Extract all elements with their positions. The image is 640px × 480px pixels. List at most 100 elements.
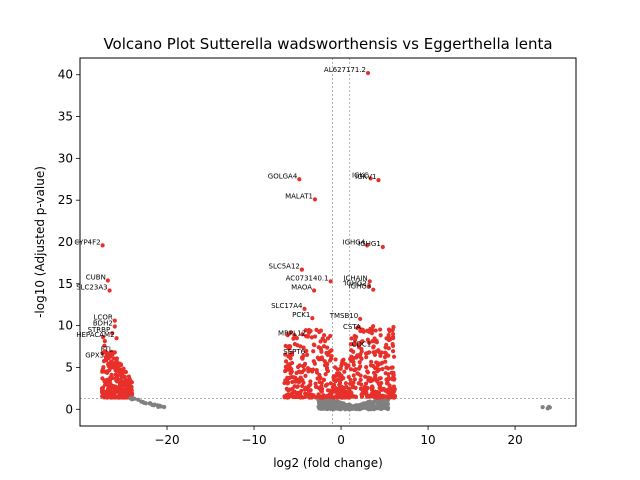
data-point xyxy=(99,386,105,391)
data-point xyxy=(111,356,117,361)
data-point xyxy=(103,369,108,374)
data-point xyxy=(371,370,377,375)
data-point xyxy=(121,379,126,384)
data-point xyxy=(113,389,118,395)
data-point xyxy=(289,352,295,357)
data-point xyxy=(349,354,354,359)
point-label: GOLGA4 xyxy=(268,172,298,180)
data-point xyxy=(355,371,360,376)
data-point xyxy=(147,401,152,406)
data-point xyxy=(322,394,327,400)
data-point xyxy=(353,341,358,347)
data-point xyxy=(338,392,343,398)
data-point xyxy=(310,367,316,372)
data-point xyxy=(383,394,388,399)
chart-title: Volcano Plot Sutterella wadsworthensis v… xyxy=(103,35,552,53)
data-point xyxy=(374,366,379,371)
data-point xyxy=(289,366,294,372)
data-point xyxy=(102,339,107,344)
data-point-labeled xyxy=(371,345,376,350)
data-point-labeled xyxy=(305,334,311,339)
data-point xyxy=(357,360,362,365)
data-point xyxy=(379,380,384,386)
data-point xyxy=(298,344,303,349)
data-point xyxy=(332,365,338,370)
data-point xyxy=(380,366,385,372)
data-point xyxy=(317,401,322,406)
data-point xyxy=(282,380,287,386)
data-point xyxy=(300,356,305,361)
data-point xyxy=(364,390,369,395)
data-point xyxy=(378,327,383,332)
data-point xyxy=(390,336,396,341)
data-point xyxy=(333,394,339,399)
data-point xyxy=(129,397,135,402)
data-point xyxy=(316,345,321,350)
data-point xyxy=(387,336,392,341)
data-point xyxy=(349,348,354,353)
data-point xyxy=(357,407,362,412)
data-point-labeled xyxy=(112,318,117,323)
data-point xyxy=(373,391,378,396)
data-point xyxy=(107,364,112,369)
y-tick-label: 25 xyxy=(58,193,73,207)
data-point-labeled xyxy=(312,197,318,202)
data-point xyxy=(346,374,351,380)
data-point xyxy=(319,380,324,386)
data-point xyxy=(301,345,306,350)
data-point xyxy=(120,367,126,373)
point-label: IGHG1 xyxy=(358,240,381,248)
data-point-labeled xyxy=(367,279,372,284)
data-point xyxy=(303,328,308,333)
data-point xyxy=(367,329,372,334)
data-point xyxy=(283,369,288,374)
data-point xyxy=(369,387,375,392)
data-point xyxy=(366,399,371,405)
data-point-labeled xyxy=(380,244,385,250)
data-point-labeled xyxy=(302,306,307,312)
data-point-labeled xyxy=(112,324,117,329)
data-point xyxy=(285,375,290,380)
data-point xyxy=(383,351,388,356)
data-point xyxy=(391,354,397,359)
data-point xyxy=(389,386,394,391)
data-point xyxy=(365,370,371,375)
data-point xyxy=(369,359,374,365)
data-point xyxy=(373,328,378,333)
data-point xyxy=(320,336,325,341)
data-point xyxy=(300,332,305,337)
data-point xyxy=(336,373,341,378)
data-point xyxy=(312,334,318,339)
data-point xyxy=(324,350,329,356)
data-point xyxy=(377,385,382,391)
data-point xyxy=(293,394,298,400)
data-point xyxy=(286,388,291,393)
data-point-labeled xyxy=(299,267,304,272)
data-point xyxy=(386,372,391,377)
data-point xyxy=(358,377,363,383)
data-point xyxy=(383,359,388,364)
data-point xyxy=(354,404,359,409)
data-point xyxy=(288,356,293,361)
y-tick-label: 0 xyxy=(65,402,73,416)
data-point xyxy=(285,333,290,338)
point-label: LCOR xyxy=(94,314,113,322)
data-point xyxy=(386,346,391,351)
data-point xyxy=(385,390,390,395)
point-label: IGHG3 xyxy=(349,283,372,291)
data-point xyxy=(375,406,380,411)
data-point xyxy=(324,406,329,411)
data-point xyxy=(295,377,301,382)
point-label: HEPACAM2 xyxy=(76,331,114,339)
data-point xyxy=(308,382,313,387)
data-point xyxy=(351,373,356,378)
point-label: CYP4F2 xyxy=(74,238,100,246)
data-point xyxy=(310,393,315,398)
data-point xyxy=(287,362,293,367)
data-point xyxy=(292,332,297,338)
data-point-labeled xyxy=(376,178,381,183)
data-point xyxy=(328,405,333,410)
data-point-labeled xyxy=(371,287,376,292)
data-point xyxy=(117,384,122,389)
point-label: CDC1 xyxy=(352,340,372,348)
